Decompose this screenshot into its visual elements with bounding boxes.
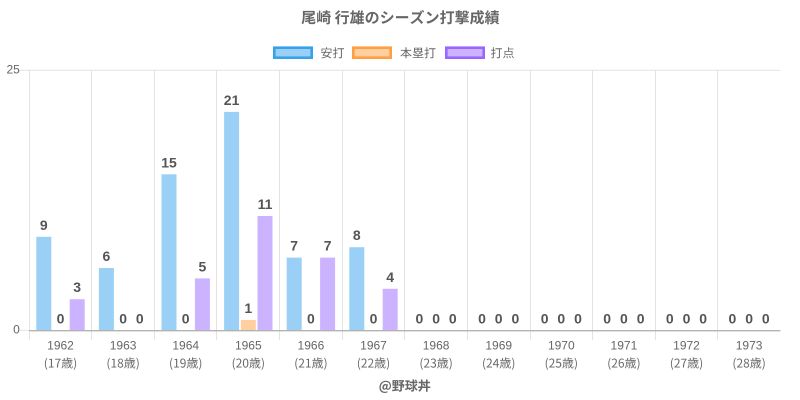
svg-text:25: 25 [6, 63, 20, 77]
svg-text:0: 0 [432, 310, 440, 326]
svg-text:0: 0 [370, 310, 378, 326]
svg-text:15: 15 [161, 154, 177, 170]
svg-text:1965: 1965 [235, 339, 262, 353]
svg-text:0: 0 [574, 310, 582, 326]
svg-text:0: 0 [666, 310, 674, 326]
svg-text:1971: 1971 [611, 339, 638, 353]
svg-text:1966: 1966 [298, 339, 325, 353]
svg-text:0: 0 [449, 310, 457, 326]
svg-text:0: 0 [729, 310, 737, 326]
svg-text:1964: 1964 [172, 339, 199, 353]
svg-text:5: 5 [199, 258, 207, 274]
svg-text:1963: 1963 [110, 339, 137, 353]
svg-text:0: 0 [57, 310, 65, 326]
svg-text:0: 0 [745, 310, 753, 326]
svg-text:0: 0 [416, 310, 424, 326]
svg-text:0: 0 [307, 310, 315, 326]
svg-text:0: 0 [13, 323, 20, 337]
svg-text:9: 9 [40, 217, 48, 233]
svg-text:21: 21 [224, 92, 240, 108]
svg-text:0: 0 [541, 310, 549, 326]
svg-text:0: 0 [557, 310, 565, 326]
svg-text:0: 0 [603, 310, 611, 326]
svg-text:4: 4 [386, 269, 394, 285]
svg-text:1968: 1968 [423, 339, 450, 353]
svg-text:1: 1 [244, 300, 252, 316]
svg-text:1970: 1970 [548, 339, 575, 353]
svg-text:1969: 1969 [485, 339, 512, 353]
svg-text:8: 8 [353, 227, 361, 243]
svg-text:0: 0 [683, 310, 691, 326]
svg-text:0: 0 [699, 310, 707, 326]
svg-text:1967: 1967 [360, 339, 387, 353]
svg-text:7: 7 [290, 238, 298, 254]
svg-text:0: 0 [495, 310, 503, 326]
svg-text:0: 0 [512, 310, 520, 326]
svg-text:1973: 1973 [736, 339, 763, 353]
svg-text:0: 0 [182, 310, 190, 326]
svg-text:7: 7 [324, 238, 332, 254]
svg-text:0: 0 [620, 310, 628, 326]
svg-text:0: 0 [762, 310, 770, 326]
svg-text:0: 0 [478, 310, 486, 326]
svg-text:1962: 1962 [47, 339, 74, 353]
svg-text:1972: 1972 [673, 339, 700, 353]
svg-text:6: 6 [103, 248, 111, 264]
svg-text:3: 3 [73, 279, 81, 295]
svg-text:11: 11 [258, 196, 273, 212]
svg-text:0: 0 [136, 310, 144, 326]
svg-text:0: 0 [119, 310, 127, 326]
svg-text:0: 0 [637, 310, 645, 326]
